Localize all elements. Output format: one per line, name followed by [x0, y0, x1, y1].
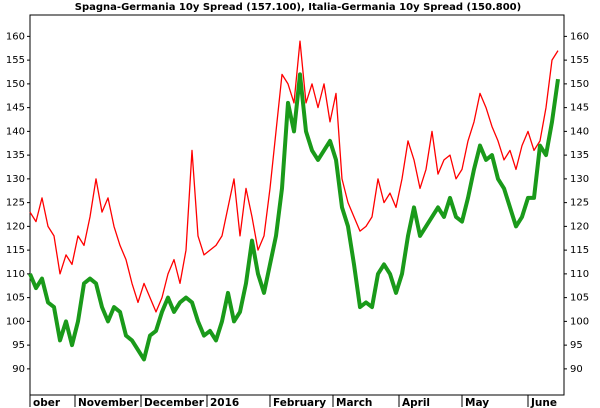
- y-tick-label: 95: [12, 340, 25, 351]
- y-tick-label: 115: [6, 245, 25, 256]
- x-tick-label: May: [465, 397, 489, 408]
- y2-tick-label: 145: [570, 103, 589, 114]
- y-tick-label: 135: [6, 150, 25, 161]
- y2-tick-label: 135: [570, 150, 589, 161]
- y2-tick-label: 140: [570, 126, 589, 137]
- y-tick-label: 90: [12, 364, 25, 375]
- y-tick-label: 145: [6, 103, 25, 114]
- y2-tick-label: 105: [570, 293, 589, 304]
- y2-tick-label: 120: [570, 221, 589, 232]
- y-tick-label: 100: [6, 316, 25, 327]
- x-tick-label: March: [336, 397, 372, 408]
- x-tick-label: ober: [33, 397, 61, 408]
- chart-title: Spagna-Germania 10y Spread (157.100), It…: [75, 2, 521, 13]
- y-tick-label: 120: [6, 221, 25, 232]
- y2-tick-label: 155: [570, 55, 589, 66]
- y-tick-label: 155: [6, 55, 25, 66]
- x-tick-label: June: [530, 397, 557, 408]
- y2-tick-label: 90: [570, 364, 583, 375]
- y-tick-label: 160: [6, 31, 25, 42]
- y-tick-label: 110: [6, 269, 25, 280]
- y-tick-label: 130: [6, 174, 25, 185]
- y2-tick-label: 115: [570, 245, 589, 256]
- y-tick-label: 125: [6, 198, 25, 209]
- y2-tick-label: 130: [570, 174, 589, 185]
- y2-tick-label: 110: [570, 269, 589, 280]
- x-tick-label: November: [78, 397, 140, 408]
- y2-tick-label: 95: [570, 340, 583, 351]
- y2-tick-label: 100: [570, 316, 589, 327]
- x-tick-label: December: [144, 397, 205, 408]
- x-tick-label: April: [402, 397, 430, 408]
- series-line: [29, 40, 559, 313]
- x-tick-label: 2016: [210, 397, 239, 408]
- y-tick-label: 150: [6, 79, 25, 90]
- y-tick-label: 140: [6, 126, 25, 137]
- series-line: [28, 72, 560, 362]
- plot-frame: [29, 14, 565, 396]
- y2-tick-label: 150: [570, 79, 589, 90]
- y-tick-label: 105: [6, 293, 25, 304]
- y2-tick-label: 160: [570, 31, 589, 42]
- x-tick-label: February: [273, 397, 326, 408]
- y2-tick-label: 125: [570, 198, 589, 209]
